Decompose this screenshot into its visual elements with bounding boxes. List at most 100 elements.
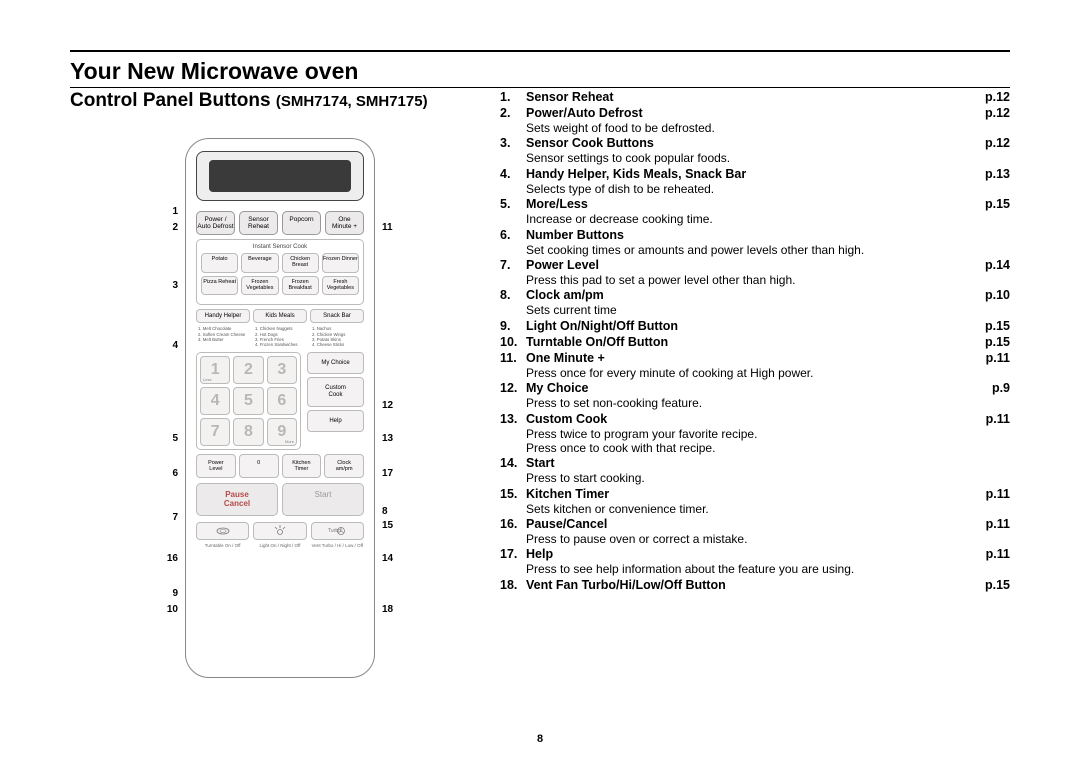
feature-num: 17. [500,547,526,576]
feature-desc: Press to see help information about the … [526,562,1010,576]
feature-head: Sensor Cook Buttonsp.12 [526,136,1010,151]
sensor-btn-r1-2[interactable]: Chicken Breast [282,253,319,273]
helpers-row: Handy HelperKids MealsSnack Bar [196,309,364,323]
key-5[interactable]: 5 [233,387,263,415]
feature-body: Clock am/pmp.10Sets current time [526,288,1010,317]
feature-item: 3.Sensor Cook Buttonsp.12Sensor settings… [500,136,1010,165]
feature-title: Power/Auto Defrost [526,106,643,121]
callout-13: 13 [382,433,402,444]
feature-desc: Press once for every minute of cooking a… [526,366,1010,380]
pause-cancel-button[interactable]: Pause Cancel [196,483,278,517]
key-6[interactable]: 6 [267,387,297,415]
fn-btn-2[interactable]: Kitchen Timer [282,454,322,478]
fan-icon: Turbo [328,525,346,537]
key-9[interactable]: 9More [267,418,297,446]
sensor-title: Instant Sensor Cook [201,244,359,250]
feature-title: One Minute + [526,351,605,366]
feature-title: Number Buttons [526,228,624,243]
feature-page: p.11 [986,517,1010,532]
feature-item: 14.StartPress to start cooking. [500,456,1010,485]
feature-head: Light On/Night/Off Buttonp.15 [526,319,1010,334]
feature-head: Kitchen Timerp.11 [526,487,1010,502]
keypad-area: 1Less 2 3 4 5 6 7 8 9More [196,352,364,450]
top-btn-2[interactable]: Popcorn [282,211,321,235]
feature-item: 9.Light On/Night/Off Buttonp.15 [500,319,1010,334]
feature-num: 11. [500,351,526,380]
feature-page: p.11 [986,547,1010,562]
helper-btn-0[interactable]: Handy Helper [196,309,250,323]
sensor-btn-r2-0[interactable]: Pizza Reheat [201,276,238,296]
sensor-btn-r1-0[interactable]: Potato [201,253,238,273]
key-2[interactable]: 2 [233,356,263,384]
feature-title: Power Level [526,258,599,273]
feature-page: p.11 [986,351,1010,366]
feature-item: 1.Sensor Reheatp.12 [500,90,1010,105]
top-rule [70,50,1010,52]
callout-18: 18 [382,604,402,615]
sensor-btn-r2-1[interactable]: Frozen Vegetables [241,276,278,296]
start-button[interactable]: Start [282,483,364,517]
key-3[interactable]: 3 [267,356,297,384]
callout-8: 8 [382,506,402,517]
top-btn-3[interactable]: One Minute + [325,211,364,235]
helper-btn-1[interactable]: Kids Meals [253,309,307,323]
sensor-btn-r2-3[interactable]: Fresh Vegetables [322,276,359,296]
page-title: Your New Microwave oven [70,58,1010,85]
section-heading: Control Panel Buttons (SMH7174, SMH7175) [70,90,470,112]
sensor-cook-box: Instant Sensor Cook PotatoBeverageChicke… [196,239,364,305]
feature-body: Sensor Cook Buttonsp.12Sensor settings t… [526,136,1010,165]
key-8[interactable]: 8 [233,418,263,446]
feature-head: One Minute + p.11 [526,351,1010,366]
feature-num: 6. [500,228,526,257]
light-button[interactable] [253,522,306,540]
feature-head: Vent Fan Turbo/Hi/Low/Off Buttonp.15 [526,578,1010,593]
feature-desc: Press to pause oven or correct a mistake… [526,532,1010,546]
key-7[interactable]: 7 [200,418,230,446]
callout-17: 17 [382,468,402,479]
feature-page: p.11 [986,412,1010,427]
feature-desc: Set cooking times or amounts and power l… [526,243,1010,257]
feature-body: Handy Helper, Kids Meals, Snack Barp.13S… [526,167,1010,196]
feature-body: Number ButtonsSet cooking times or amoun… [526,228,1010,257]
feature-page: p.15 [985,197,1010,212]
sensor-btn-r1-1[interactable]: Beverage [241,253,278,273]
side-btn-0[interactable]: My Choice [307,352,364,375]
feature-page: p.12 [985,90,1010,105]
fn-btn-3[interactable]: Clock am/pm [324,454,364,478]
feature-item: 10.Turntable On/Off Buttonp.15 [500,335,1010,350]
top-btn-0[interactable]: Power / Auto Defrost [196,211,235,235]
feature-head: Start [526,456,1010,471]
display-frame [196,151,364,201]
numeric-keypad: 1Less 2 3 4 5 6 7 8 9More [196,352,301,450]
feature-list: 1.Sensor Reheatp.122.Power/Auto Defrostp… [500,90,1010,593]
key-4[interactable]: 4 [200,387,230,415]
key-1[interactable]: 1Less [200,356,230,384]
fn-btn-0[interactable]: Power Level [196,454,236,478]
sensor-btn-r2-2[interactable]: Frozen Breakfast [282,276,319,296]
feature-title: Turntable On/Off Button [526,335,668,350]
turntable-button[interactable] [196,522,249,540]
helper-btn-2[interactable]: Snack Bar [310,309,364,323]
feature-page: p.11 [986,487,1010,502]
light-icon [273,525,287,537]
feature-head: Clock am/pmp.10 [526,288,1010,303]
display-screen [209,160,351,192]
fn-btn-1[interactable]: 0 [239,454,279,478]
feature-desc: Press to set non-cooking feature. [526,396,1010,410]
callout-2: 2 [158,222,178,233]
side-btn-2[interactable]: Help [307,410,364,433]
vent-fan-button[interactable]: Turbo [311,522,364,540]
feature-title: Pause/Cancel [526,517,607,532]
feature-item: 11.One Minute + p.11Press once for every … [500,351,1010,380]
feature-item: 4.Handy Helper, Kids Meals, Snack Barp.1… [500,167,1010,196]
feature-body: Power/Auto Defrostp.12Sets weight of foo… [526,106,1010,135]
side-btn-1[interactable]: Custom Cook [307,377,364,406]
feature-head: My Choicep.9 [526,381,1010,396]
sensor-btn-r1-3[interactable]: Frozen Dinner [322,253,359,273]
feature-title: Vent Fan Turbo/Hi/Low/Off Button [526,578,726,593]
vent-row: Turbo [196,522,364,540]
feature-num: 10. [500,335,526,350]
feature-num: 4. [500,167,526,196]
feature-num: 5. [500,197,526,226]
top-btn-1[interactable]: Sensor Reheat [239,211,278,235]
